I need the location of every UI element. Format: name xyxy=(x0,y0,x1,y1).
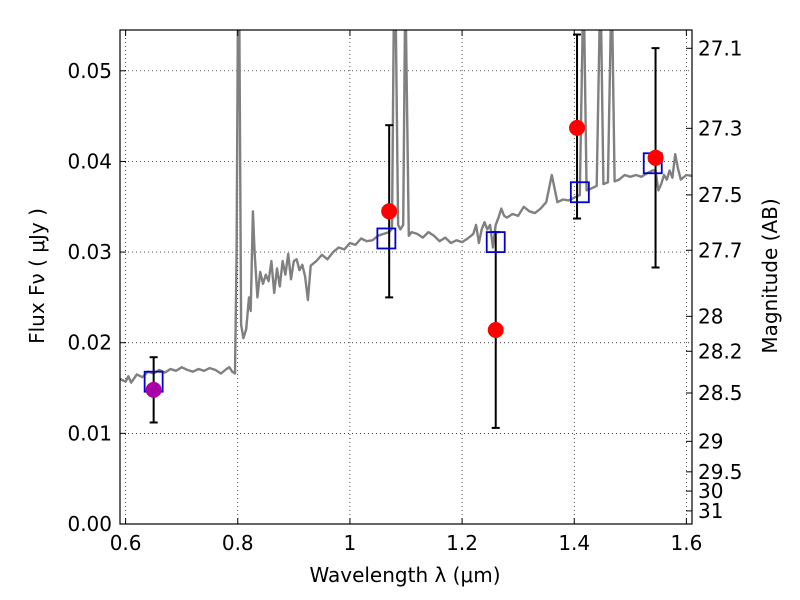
mag-tick-label: 29.5 xyxy=(698,460,743,484)
plot-area xyxy=(120,30,692,429)
model-square xyxy=(376,227,397,250)
x-tick-label: 1.2 xyxy=(446,531,478,555)
plot-frame xyxy=(119,29,693,525)
spectrum-line xyxy=(120,30,692,384)
mag-tick-label: 28 xyxy=(698,304,723,328)
right-axis-label: Magnitude (AB) xyxy=(758,198,782,353)
y-tick-label: 0.01 xyxy=(67,421,112,445)
x-tick-label: 0.6 xyxy=(110,531,142,555)
axis-ticks: 0.6 0.8 1 1.2 1.4 1.6 0.00 0.01 0.02 0.03 0.04 0.05… xyxy=(67,30,743,555)
data-point xyxy=(647,149,664,166)
y-tick-label: 0.04 xyxy=(67,149,112,173)
mag-tick-label: 31 xyxy=(698,499,723,523)
mag-tick-label: 27.5 xyxy=(698,183,743,207)
x-tick-label: 1.6 xyxy=(670,531,702,555)
model-square xyxy=(485,231,506,254)
y-tick-label: 0.00 xyxy=(67,512,112,536)
mag-tick-label: 30 xyxy=(698,479,723,503)
y-tick-label: 0.05 xyxy=(67,59,112,83)
data-point xyxy=(145,381,162,398)
data-point xyxy=(381,203,398,220)
mag-tick-label: 29 xyxy=(698,429,723,453)
x-tick-label: 1.4 xyxy=(558,531,590,555)
mag-tick-label: 28.5 xyxy=(698,381,743,405)
data-point xyxy=(487,322,504,339)
x-tick-label: 1 xyxy=(344,531,357,555)
x-axis-label: Wavelength λ (μm) xyxy=(309,563,500,587)
mag-tick-label: 27.7 xyxy=(698,238,743,262)
data-point xyxy=(569,119,586,136)
y-axis-label: Flux Fν ( μJy ) xyxy=(25,208,49,344)
y-tick-label: 0.03 xyxy=(67,240,112,264)
mag-tick-label: 27.1 xyxy=(698,36,743,60)
model-square xyxy=(569,181,590,204)
x-tick-label: 0.8 xyxy=(222,531,254,555)
y-tick-label: 0.02 xyxy=(67,331,112,355)
mag-tick-label: 27.3 xyxy=(698,116,743,140)
mag-tick-label: 28.2 xyxy=(698,339,743,363)
